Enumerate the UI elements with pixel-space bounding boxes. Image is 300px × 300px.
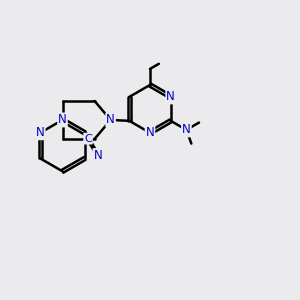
Text: N: N (166, 90, 175, 104)
Text: N: N (36, 126, 45, 139)
Text: N: N (94, 149, 102, 162)
Text: N: N (58, 113, 67, 127)
Text: C: C (84, 134, 92, 144)
Text: N: N (106, 113, 115, 127)
Text: N: N (146, 126, 154, 139)
Text: N: N (182, 123, 191, 136)
